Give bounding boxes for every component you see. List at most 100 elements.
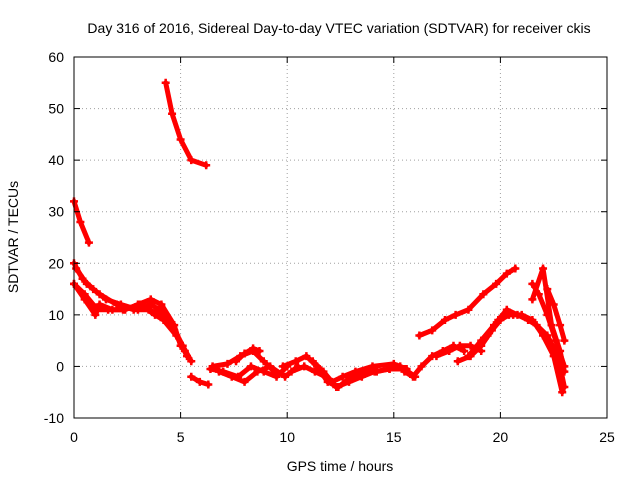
data-point xyxy=(368,362,377,371)
data-point xyxy=(95,290,104,299)
data-point xyxy=(195,377,204,386)
data-point xyxy=(208,362,217,371)
data-point xyxy=(72,264,81,273)
data-point xyxy=(528,279,537,288)
data-point xyxy=(532,321,541,330)
series-arc-10 xyxy=(214,362,302,386)
series-line xyxy=(465,312,565,395)
data-point xyxy=(543,285,552,294)
data-point xyxy=(370,367,379,376)
chart-title: Day 316 of 2016, Sidereal Day-to-day VTE… xyxy=(87,20,590,36)
data-point xyxy=(266,362,275,371)
data-point xyxy=(232,357,241,366)
data-point xyxy=(327,377,336,386)
data-point xyxy=(278,362,287,371)
data-point xyxy=(291,357,300,366)
y-tick-label: 0 xyxy=(56,358,64,374)
data-point xyxy=(483,331,492,340)
axis-ticks: 0 5 10 15 20 25 -10 0 10 20 30 40 50 60 xyxy=(44,49,615,445)
data-point xyxy=(453,357,462,366)
data-point xyxy=(556,346,565,355)
data-point xyxy=(408,372,417,381)
data-point xyxy=(246,362,255,371)
data-point xyxy=(466,341,475,350)
data-point xyxy=(524,316,533,325)
data-point xyxy=(223,359,232,368)
data-point xyxy=(308,357,317,366)
data-point xyxy=(528,295,537,304)
data-point xyxy=(187,357,196,366)
x-tick-label: 5 xyxy=(177,429,185,445)
y-tick-label: -10 xyxy=(44,410,64,426)
series-arc-2 xyxy=(161,78,211,170)
data-point xyxy=(187,372,196,381)
data-point xyxy=(255,346,264,355)
data-point xyxy=(502,305,511,314)
data-point xyxy=(253,367,262,376)
data-point xyxy=(272,372,281,381)
series-line xyxy=(416,265,518,338)
data-point xyxy=(332,383,341,392)
data-point xyxy=(415,331,424,340)
data-point xyxy=(451,310,460,319)
data-point xyxy=(560,336,569,345)
data-point xyxy=(157,310,166,319)
data-point xyxy=(494,316,503,325)
data-point xyxy=(539,264,548,273)
data-point xyxy=(146,295,155,304)
series-group xyxy=(70,78,569,397)
series-arc-7 xyxy=(187,372,213,389)
data-point xyxy=(84,238,93,247)
data-point xyxy=(170,326,179,335)
series-line xyxy=(233,345,262,364)
data-point xyxy=(302,352,311,361)
data-point xyxy=(455,341,464,350)
data-point xyxy=(259,357,268,366)
data-point xyxy=(82,279,91,288)
series-arc-5 xyxy=(70,279,185,350)
data-point xyxy=(400,367,409,376)
data-point xyxy=(417,362,426,371)
data-point xyxy=(227,372,236,381)
data-point xyxy=(357,372,366,381)
series-arc-16 xyxy=(415,264,520,340)
data-point xyxy=(108,305,117,314)
series-arc-11 xyxy=(232,344,264,366)
data-point xyxy=(345,377,354,386)
data-point xyxy=(502,269,511,278)
data-point xyxy=(144,305,153,314)
data-point xyxy=(76,218,85,227)
y-tick-label: 50 xyxy=(48,101,64,117)
grid xyxy=(74,57,607,418)
data-point xyxy=(80,295,89,304)
data-point xyxy=(161,78,170,87)
data-point xyxy=(95,300,104,309)
data-point xyxy=(558,388,567,397)
series-arc-1 xyxy=(70,197,93,247)
data-point xyxy=(479,290,488,299)
data-point xyxy=(157,300,166,309)
data-point xyxy=(182,352,191,361)
series-arc-6 xyxy=(72,264,191,361)
data-point xyxy=(214,367,223,376)
data-point xyxy=(204,380,213,389)
y-tick-label: 40 xyxy=(48,152,64,168)
data-point xyxy=(129,305,138,314)
y-axis-label: SDTVAR / TECUs xyxy=(5,181,21,293)
x-axis-label: GPS time / hours xyxy=(287,458,394,474)
data-point xyxy=(464,305,473,314)
data-point xyxy=(428,326,437,335)
y-tick-label: 30 xyxy=(48,204,64,220)
series-arc-23 xyxy=(543,285,569,345)
data-point xyxy=(287,367,296,376)
data-point xyxy=(513,310,522,319)
data-point xyxy=(310,367,319,376)
series-arc-22 xyxy=(528,264,569,376)
x-tick-label: 25 xyxy=(599,429,615,445)
data-point xyxy=(112,300,121,309)
x-tick-label: 20 xyxy=(493,429,509,445)
data-point xyxy=(351,367,360,376)
data-point xyxy=(477,336,486,345)
data-point xyxy=(432,352,441,361)
